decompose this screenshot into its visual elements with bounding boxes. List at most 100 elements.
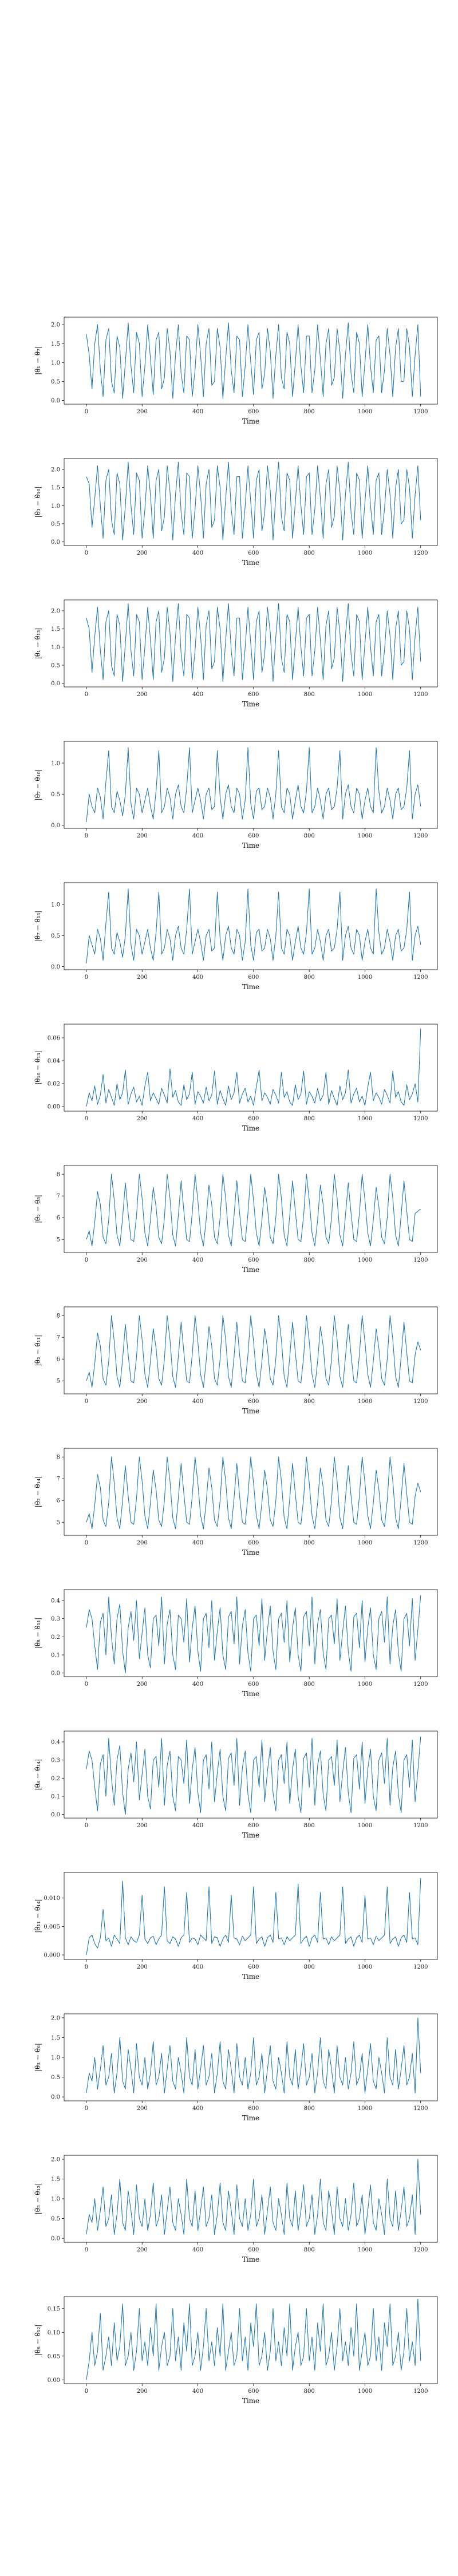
x-tick-label: 600: [248, 1823, 259, 1829]
y-tick-label: 0.0: [51, 1812, 60, 1818]
subplot-10: 0 200 400 600 800 1000 1200 0.0 0.1 0.2 0.3 0.4 Time…: [34, 1589, 438, 1698]
y-axis-label: |θ₁₀ − θ₁₃|: [34, 1050, 42, 1084]
subplot-7: 0 200 400 600 800 1000 1200 5 6 7 8 Time |θ₂ − θ₈|: [34, 1165, 438, 1274]
x-tick-label: 1200: [413, 1823, 428, 1829]
x-axis-label: Time: [242, 841, 259, 850]
x-tick-label: 200: [137, 2247, 148, 2253]
x-tick-label: 400: [192, 1257, 203, 1263]
plot-frame: [64, 1589, 438, 1677]
y-tick-label: 0.0: [51, 398, 60, 404]
x-tick-label: 1200: [413, 1540, 428, 1546]
x-axis-label: Time: [242, 2255, 259, 2263]
x-tick-label: 1000: [358, 1540, 372, 1546]
x-tick-label: 800: [304, 1116, 315, 1122]
x-axis-label: Time: [242, 1973, 259, 1981]
x-tick-label: 1200: [413, 833, 428, 839]
y-tick-label: 0.5: [51, 2216, 60, 2222]
x-axis-label: Time: [242, 2397, 259, 2405]
y-tick-label: 7: [57, 1335, 60, 1341]
x-tick-label: 1000: [358, 692, 372, 698]
y-tick-label: 1.5: [51, 485, 60, 491]
x-axis-label: Time: [242, 1266, 259, 1274]
x-tick-label: 200: [137, 1964, 148, 1970]
x-tick-label: 400: [192, 2388, 203, 2395]
y-tick-label: 0.005: [44, 1924, 60, 1930]
x-tick-label: 0: [85, 550, 88, 556]
x-tick-label: 400: [192, 1398, 203, 1405]
y-tick-label: 0.1: [51, 1653, 60, 1659]
y-axis-label: |θ₈ − θ₁₁|: [34, 1618, 42, 1649]
x-tick-label: 600: [248, 1257, 259, 1263]
y-tick-label: 0.0: [51, 964, 60, 970]
y-tick-label: 1.5: [51, 2176, 60, 2183]
x-tick-label: 1200: [413, 1257, 428, 1263]
y-tick-label: 8: [57, 1313, 60, 1319]
x-tick-label: 600: [248, 833, 259, 839]
x-tick-label: 800: [304, 692, 315, 698]
x-tick-label: 800: [304, 1964, 315, 1970]
x-tick-label: 600: [248, 1681, 259, 1688]
plot-frame: [64, 317, 438, 405]
x-tick-label: 600: [248, 1540, 259, 1546]
x-tick-label: 1000: [358, 1116, 372, 1122]
x-tick-label: 1000: [358, 974, 372, 981]
y-tick-label: 0.5: [51, 933, 60, 939]
subplot-13: 0 200 400 600 800 1000 1200 0.0 0.5 1.0 1.5 2.0 Time…: [34, 2013, 438, 2122]
series-line: [86, 747, 421, 823]
series-line: [86, 2298, 421, 2380]
x-tick-label: 1200: [413, 1681, 428, 1688]
subplot-5: 0 200 400 600 800 1000 1200 0.0 0.5 1.0 Time |θ₇ − …: [34, 882, 438, 991]
plot-frame: [64, 741, 438, 829]
x-tick-label: 0: [85, 1540, 88, 1546]
y-tick-label: 8: [57, 1455, 60, 1461]
x-tick-label: 800: [304, 2105, 315, 2112]
series-line: [86, 1595, 421, 1674]
plot-frame: [64, 1872, 438, 1960]
x-tick-label: 1000: [358, 550, 372, 556]
x-tick-label: 1200: [413, 2105, 428, 2112]
subplot-3: 0 200 400 600 800 1000 1200 0.0 0.5 1.0 1.5 2.0 Time…: [34, 599, 438, 708]
y-tick-label: 1.0: [51, 645, 60, 651]
x-tick-label: 600: [248, 2247, 259, 2253]
y-tick-label: 2.0: [51, 2015, 60, 2021]
x-tick-label: 600: [248, 2105, 259, 2112]
y-tick-label: 0.0: [51, 1670, 60, 1677]
y-tick-label: 0.02: [48, 1081, 60, 1088]
y-tick-label: 0.000: [44, 1953, 60, 1959]
y-axis-label: |θ₇ − θ₁₃|: [34, 911, 42, 942]
x-tick-label: 400: [192, 692, 203, 698]
x-tick-label: 400: [192, 1540, 203, 1546]
x-tick-label: 1000: [358, 1398, 372, 1405]
subplot-2: 0 200 400 600 800 1000 1200 0.0 0.5 1.0 1.5 2.0 Time…: [34, 458, 438, 567]
y-tick-label: 6: [57, 1498, 60, 1504]
y-tick-label: 0.0: [51, 2236, 60, 2242]
y-tick-label: 0.0: [51, 2095, 60, 2101]
y-tick-label: 0.4: [51, 1740, 60, 1746]
y-tick-label: 5: [57, 1520, 60, 1526]
y-axis-label: |θ₃ − θ₆|: [34, 2043, 42, 2072]
y-tick-label: 1.0: [51, 2196, 60, 2203]
x-tick-label: 600: [248, 1398, 259, 1405]
plot-frame: [64, 1448, 438, 1536]
plot-frame: [64, 1024, 438, 1112]
y-axis-label: |θ₈ − θ₁₄|: [34, 1759, 42, 1791]
x-tick-label: 200: [137, 1540, 148, 1546]
y-tick-label: 0.00: [48, 2377, 60, 2384]
y-tick-label: 0.5: [51, 2075, 60, 2081]
y-tick-label: 2.0: [51, 467, 60, 473]
subplot-6: 0 200 400 600 800 1000 1200 0.00 0.02 0.04 0.06 Tim…: [34, 1024, 438, 1132]
y-tick-label: 5: [57, 1237, 60, 1243]
y-tick-label: 0.5: [51, 521, 60, 528]
x-tick-label: 0: [85, 2247, 88, 2253]
x-tick-label: 800: [304, 1681, 315, 1688]
y-tick-label: 6: [57, 1215, 60, 1222]
x-tick-label: 800: [304, 2247, 315, 2253]
x-tick-label: 200: [137, 1116, 148, 1122]
y-axis-label: |θ₁₁ − θ₁₄|: [34, 1899, 42, 1933]
y-tick-label: 2.0: [51, 322, 60, 329]
y-tick-label: 1.0: [51, 2055, 60, 2061]
x-tick-label: 0: [85, 1823, 88, 1829]
plot-frame: [64, 2296, 438, 2384]
y-tick-label: 1.0: [51, 761, 60, 767]
